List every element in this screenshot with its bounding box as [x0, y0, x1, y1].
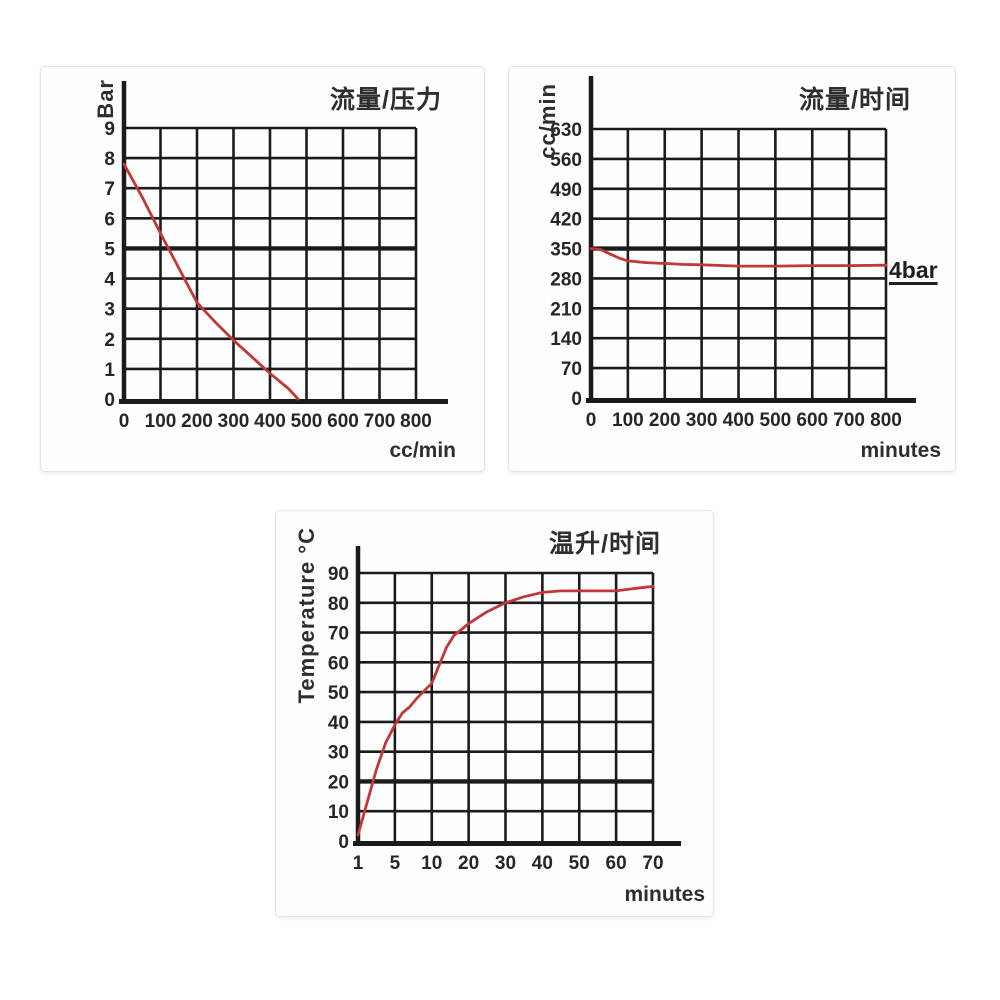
chart-title-flow-pressure: 流量/压力: [330, 86, 442, 114]
svg-text:10: 10: [421, 853, 442, 874]
svg-text:200: 200: [181, 411, 213, 432]
svg-text:800: 800: [870, 410, 902, 431]
svg-text:0: 0: [338, 832, 349, 853]
axes: [119, 81, 448, 404]
chart-panel-flow-time: 0 70 140 210 280 350 420 490 560 630 0 100 200 300 400…: [508, 66, 956, 472]
svg-text:40: 40: [328, 713, 349, 734]
svg-text:2: 2: [104, 330, 115, 351]
svg-text:0: 0: [119, 411, 130, 432]
chart-panel-flow-pressure: 0 1 2 3 4 5 6 7 8 9 0 100 200 300 400 500 600 700 800 流量/压…: [40, 66, 485, 472]
svg-text:700: 700: [833, 410, 865, 431]
svg-text:350: 350: [550, 240, 582, 261]
svg-text:4: 4: [104, 270, 115, 291]
svg-text:0: 0: [586, 410, 597, 431]
svg-text:30: 30: [495, 853, 516, 874]
svg-text:420: 420: [550, 210, 582, 231]
x-axis-label-minutes: minutes: [624, 883, 705, 906]
temperature-time-plot: 0 10 20 30 40 50 60 70 80 90 1 5 10 20 30 40 50 60 70: [328, 546, 681, 874]
svg-text:280: 280: [550, 269, 582, 290]
svg-text:8: 8: [104, 149, 115, 170]
y-axis-label-ccmin: cc/min: [535, 83, 560, 159]
svg-text:600: 600: [327, 411, 359, 432]
svg-text:400: 400: [723, 410, 755, 431]
svg-text:30: 30: [328, 743, 349, 764]
data-curve: [356, 585, 655, 837]
axes: [353, 546, 681, 846]
svg-text:70: 70: [642, 853, 663, 874]
svg-text:490: 490: [550, 180, 582, 201]
svg-text:140: 140: [550, 329, 582, 350]
y-tick-labels: 0 70 140 210 280 350 420 490 560 630: [550, 120, 582, 410]
svg-text:6: 6: [104, 209, 115, 230]
chart-title-temperature-time: 温升/时间: [549, 530, 661, 558]
svg-text:5: 5: [104, 239, 115, 260]
chart-panel-temperature-time: 0 10 20 30 40 50 60 70 80 90 1 5 10 20 30 40 50 60 70 温升/时…: [275, 510, 714, 917]
svg-text:0: 0: [104, 390, 115, 411]
svg-text:1: 1: [104, 360, 115, 381]
y-axis-label-temperature: Temperature °C: [294, 527, 319, 704]
x-axis-label-minutes: minutes: [860, 439, 941, 462]
svg-text:90: 90: [328, 564, 349, 585]
pressure-annotation-4bar: 4bar: [889, 257, 938, 283]
svg-text:500: 500: [760, 410, 792, 431]
svg-text:800: 800: [400, 411, 432, 432]
svg-text:10: 10: [328, 802, 349, 823]
svg-text:560: 560: [550, 150, 582, 171]
svg-text:300: 300: [218, 411, 250, 432]
data-curve: [122, 162, 300, 401]
flow-pressure-plot: 0 1 2 3 4 5 6 7 8 9 0 100 200 300 400 500 600 700 800: [104, 81, 448, 432]
x-tick-labels: 0 100 200 300 400 500 600 700 800: [119, 411, 432, 432]
svg-text:100: 100: [145, 411, 177, 432]
svg-text:630: 630: [550, 120, 582, 141]
svg-text:20: 20: [458, 853, 479, 874]
svg-text:60: 60: [328, 653, 349, 674]
svg-text:5: 5: [390, 853, 401, 874]
flow-time-plot: 0 70 140 210 280 350 420 490 560 630 0 100 200 300 400…: [550, 76, 916, 431]
y-tick-labels: 0 1 2 3 4 5 6 7 8 9: [104, 119, 115, 411]
svg-text:3: 3: [104, 300, 115, 321]
svg-text:50: 50: [328, 683, 349, 704]
svg-text:100: 100: [612, 410, 644, 431]
svg-text:20: 20: [328, 772, 349, 793]
x-tick-labels: 0 100 200 300 400 500 600 700 800: [586, 410, 902, 431]
svg-text:600: 600: [796, 410, 828, 431]
y-tick-labels: 0 10 20 30 40 50 60 70 80 90: [328, 564, 349, 853]
svg-text:80: 80: [328, 594, 349, 615]
gridlines: [124, 126, 418, 399]
svg-text:1: 1: [353, 853, 364, 874]
svg-text:70: 70: [561, 359, 582, 380]
svg-text:60: 60: [606, 853, 627, 874]
gridlines: [358, 571, 655, 841]
svg-text:50: 50: [569, 853, 590, 874]
data-curve: [589, 247, 888, 268]
svg-text:400: 400: [254, 411, 286, 432]
svg-text:300: 300: [686, 410, 718, 431]
svg-text:9: 9: [104, 119, 115, 140]
svg-text:500: 500: [291, 411, 323, 432]
svg-text:40: 40: [532, 853, 553, 874]
svg-text:70: 70: [328, 624, 349, 645]
y-axis-label-bar: Bar: [93, 79, 118, 119]
svg-text:700: 700: [364, 411, 396, 432]
axes: [586, 76, 916, 403]
x-tick-labels: 1 5 10 20 30 40 50 60 70: [353, 853, 664, 874]
svg-text:210: 210: [550, 299, 582, 320]
gridlines: [591, 127, 888, 398]
x-axis-label-ccmin: cc/min: [389, 439, 456, 462]
svg-text:7: 7: [104, 179, 115, 200]
chart-title-flow-time: 流量/时间: [799, 86, 911, 114]
svg-text:0: 0: [571, 389, 582, 410]
svg-text:200: 200: [649, 410, 681, 431]
